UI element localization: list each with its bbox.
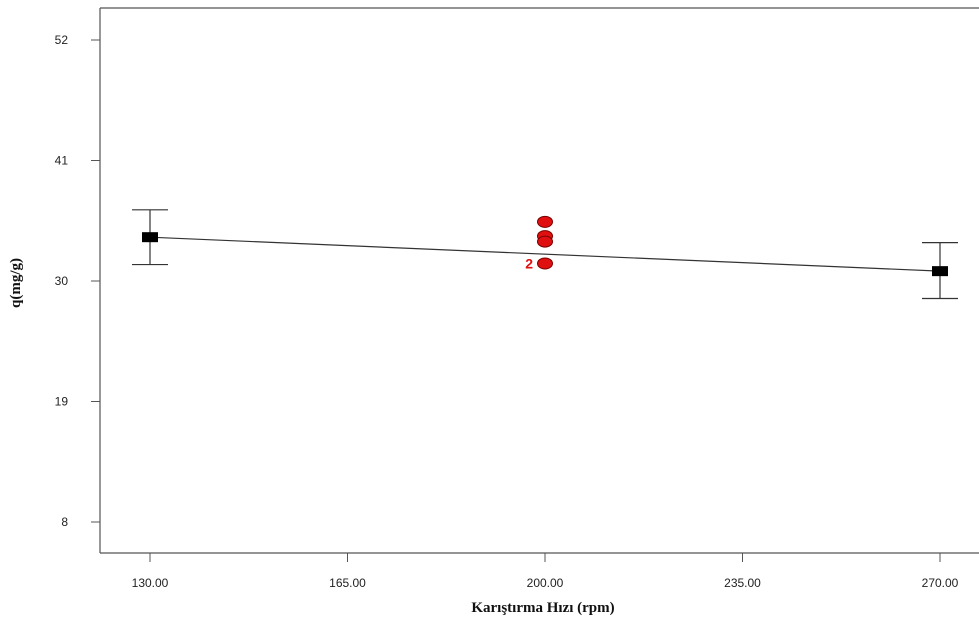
design-point	[537, 215, 553, 228]
y-tick-label: 8	[61, 515, 68, 529]
point-count-annotation: 2	[525, 255, 533, 271]
tick-labels: 8 19 30 41 52 130.00 165.00 200.00 235.00 270.00 2	[55, 33, 959, 590]
y-tick-label: 52	[55, 33, 69, 47]
x-tick-label: 270.00	[922, 576, 959, 590]
design-point	[537, 235, 553, 248]
x-tick-label: 235.00	[724, 576, 761, 590]
design-point	[537, 257, 553, 270]
plot-area	[132, 209, 958, 300]
factor-point	[932, 266, 948, 277]
y-tick-label: 41	[55, 154, 69, 168]
y-tick-label: 19	[55, 395, 69, 409]
x-tick-label: 165.00	[329, 576, 366, 590]
x-tick-label: 200.00	[527, 576, 564, 590]
factor-point	[142, 232, 158, 243]
y-tick-label: 30	[55, 274, 69, 288]
prediction-line	[149, 236, 941, 272]
axes	[99, 7, 979, 554]
tick-marks	[91, 39, 941, 562]
x-axis-title: Karıştırma Hızı (rpm)	[471, 600, 614, 616]
x-tick-label: 130.00	[132, 576, 169, 590]
y-axis-title: q(mg/g)	[8, 258, 24, 308]
